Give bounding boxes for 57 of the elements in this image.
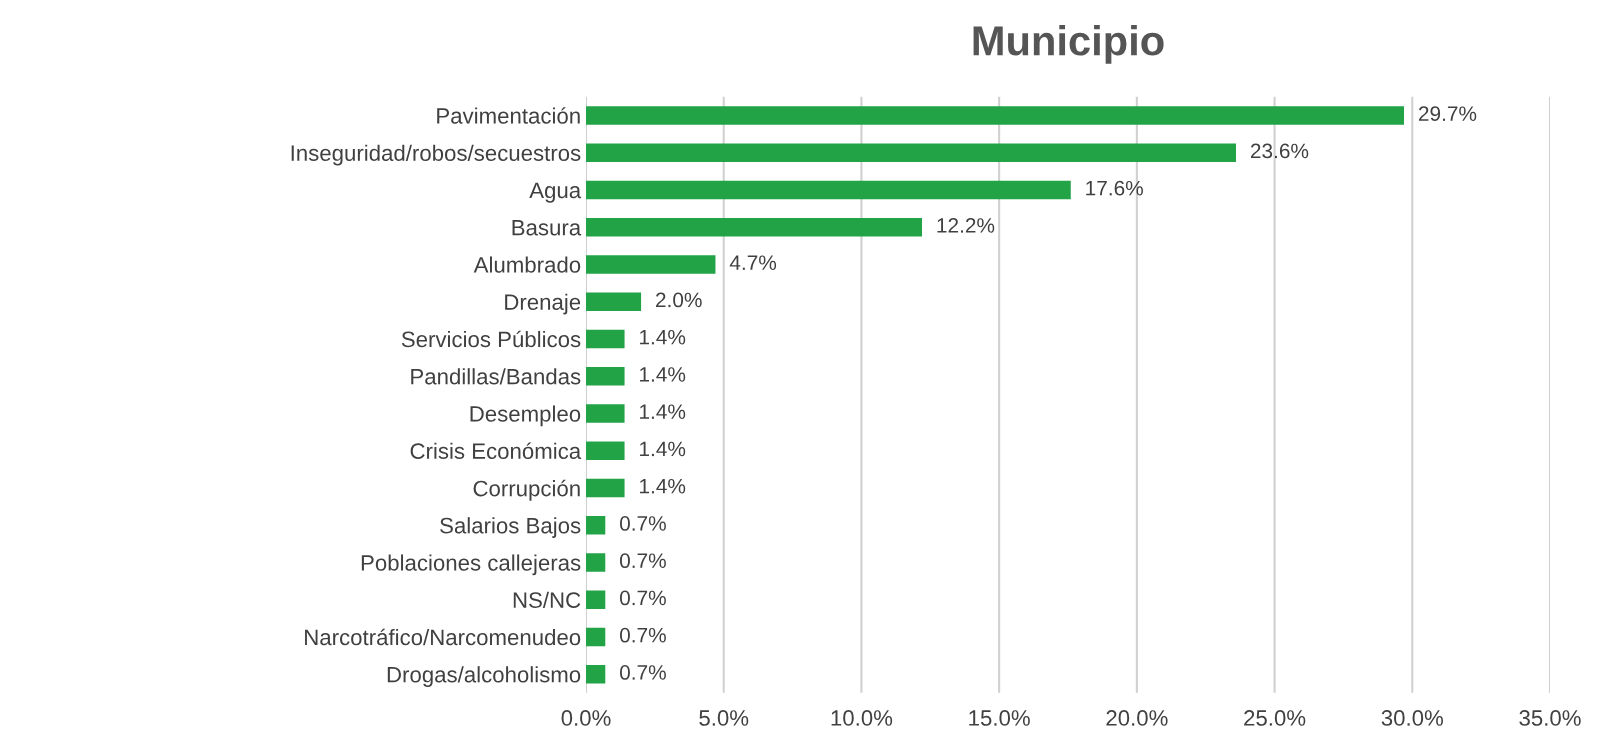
y-tick-label: Inseguridad/robos/secuestros <box>291 144 581 166</box>
y-tick-label: Desempleo <box>470 405 581 427</box>
data-label: 12.2% <box>937 218 995 233</box>
x-tick-label: 5.0% <box>699 710 749 726</box>
x-tick-label: 10.0% <box>831 710 893 726</box>
data-label: 0.7% <box>619 627 666 643</box>
bar <box>586 404 625 423</box>
y-tick-label: Alumbrado <box>473 256 581 273</box>
data-label: 1.4% <box>640 404 686 419</box>
y-tick-label: Corrupción <box>473 479 580 501</box>
bar <box>586 478 625 498</box>
bar <box>586 664 606 684</box>
bar <box>586 180 1071 200</box>
bar <box>586 292 642 312</box>
data-label: 0.7% <box>619 590 666 606</box>
data-label: 0.7% <box>619 665 666 680</box>
data-label: 0.7% <box>619 516 666 531</box>
y-tick-label: Narcotráfico/Narcomenudeo <box>305 628 581 646</box>
bar <box>586 553 606 572</box>
bar <box>586 366 625 386</box>
y-tick-label: Salarios Bajos <box>440 517 581 538</box>
bar <box>586 515 606 535</box>
y-tick-label: Servicios Públicos <box>401 330 581 348</box>
y-tick-label: Poblaciones callejeras <box>361 554 581 576</box>
x-tick-label: 35.0% <box>1519 710 1581 726</box>
x-tick-label: 0.0% <box>561 710 611 726</box>
data-label: 1.4% <box>640 367 686 382</box>
bar <box>586 329 625 349</box>
data-label: 4.7% <box>729 255 777 270</box>
x-tick-label: 25.0% <box>1244 710 1306 726</box>
x-tick-label: 15.0% <box>969 710 1030 726</box>
y-tick-label: Drenaje <box>505 293 581 315</box>
y-tick-label: NS/NC <box>513 591 581 608</box>
data-label: 1.4% <box>640 329 686 345</box>
data-label: 17.6% <box>1086 180 1143 196</box>
y-tick-label: Crisis Económica <box>410 442 582 459</box>
data-label: 23.6% <box>1250 143 1309 159</box>
y-tick-label: Pandillas/Bandas <box>411 368 581 385</box>
bar <box>586 106 1405 125</box>
bar <box>586 441 625 461</box>
bar <box>586 143 1237 163</box>
data-label: 1.4% <box>640 478 686 494</box>
bar <box>586 255 716 274</box>
y-tick-label: Drogas/alcoholismo <box>387 666 581 687</box>
data-label: 1.4% <box>640 441 686 457</box>
y-tick-label: Basura <box>512 219 582 236</box>
data-label: 29.7% <box>1418 106 1477 122</box>
y-tick-label: Pavimentación <box>437 107 580 124</box>
data-label: 0.7% <box>619 553 666 569</box>
y-tick-label: Agua <box>529 182 582 203</box>
bar <box>586 217 923 237</box>
data-label: 2.0% <box>656 292 702 308</box>
x-tick-label: 20.0% <box>1106 710 1168 726</box>
bar <box>586 627 606 647</box>
x-tick-label: 30.0% <box>1381 710 1443 726</box>
bar <box>586 590 606 610</box>
chart-title: Municipio <box>973 24 1164 64</box>
